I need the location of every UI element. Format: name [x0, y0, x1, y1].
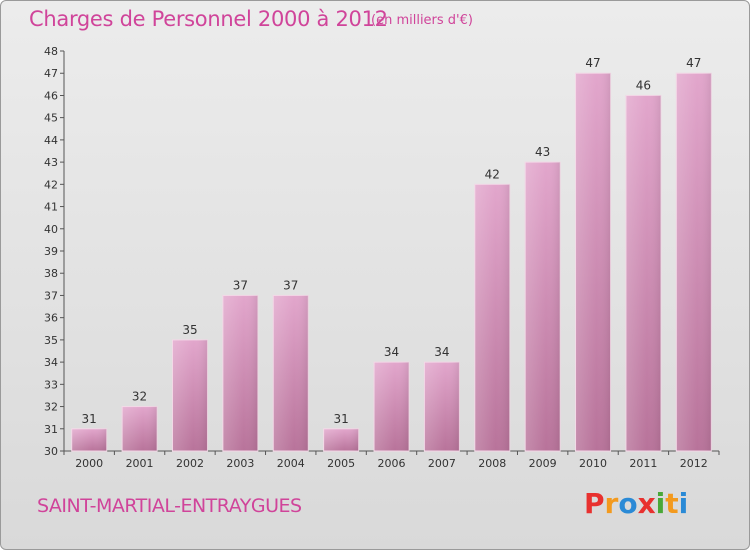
y-tick-label: 37	[44, 289, 58, 302]
y-tick-label: 35	[44, 334, 58, 347]
x-tick-label: 2004	[277, 457, 305, 470]
y-tick-label: 38	[44, 267, 58, 280]
bars	[71, 72, 712, 452]
y-tick-label: 47	[44, 67, 58, 80]
labels: 31 2000 32 2001 35 2002 37 2003 37 2004 31 2005 34 20…	[75, 56, 708, 470]
bar-shade-2011	[625, 95, 661, 451]
bar-value-label: 34	[434, 345, 449, 359]
proxiti-logo: Proxiti	[584, 487, 688, 520]
x-tick-label: 2007	[428, 457, 456, 470]
logo-letter: i	[678, 487, 689, 520]
logo-letter: o	[618, 487, 638, 520]
logo-letter: r	[604, 487, 619, 520]
x-tick-label: 2003	[226, 457, 254, 470]
bar-value-label: 43	[535, 145, 550, 159]
bar-value-label: 32	[132, 390, 147, 404]
y-tick-label: 45	[44, 112, 58, 125]
chart-title: Charges de Personnel 2000 à 2012	[29, 7, 388, 31]
y-tick-label: 43	[44, 156, 58, 169]
y-tick-label: 34	[44, 356, 58, 369]
y-tick-label: 46	[44, 89, 58, 102]
x-tick-label: 2010	[579, 457, 607, 470]
x-tick-label: 2002	[176, 457, 204, 470]
x-tick-label: 2009	[529, 457, 557, 470]
bar-value-label: 31	[333, 412, 348, 426]
x-tick-label: 2006	[378, 457, 406, 470]
bar-value-label: 47	[585, 56, 600, 70]
bar-shade-2004	[273, 295, 309, 451]
y-tick-label: 30	[44, 445, 58, 458]
y-tick-label: 40	[44, 223, 58, 236]
y-tick-label: 44	[44, 134, 58, 147]
bar-shade-2001	[122, 406, 158, 451]
y-tick-label: 36	[44, 312, 58, 325]
x-tick-label: 2000	[75, 457, 103, 470]
bar-shade-2009	[525, 162, 561, 451]
y-tick-label: 32	[44, 401, 58, 414]
bar-value-label: 47	[686, 56, 701, 70]
bar-value-label: 37	[283, 278, 298, 292]
logo-letter: x	[637, 487, 656, 520]
bar-shade-2007	[424, 362, 460, 451]
x-tick-label: 2011	[629, 457, 657, 470]
y-tick-label: 33	[44, 378, 58, 391]
axes: 30 31 32 33 34 35 36 37 38 39 40 41 42 43 44 45 46 47 48	[44, 45, 720, 458]
bar-value-label: 31	[82, 412, 97, 426]
bar-shade-2008	[474, 184, 510, 452]
bar-value-label: 42	[485, 167, 500, 181]
bar-shade-2000	[71, 428, 107, 451]
y-tick-label: 31	[44, 423, 58, 436]
y-tick-label: 42	[44, 178, 58, 191]
logo-letter: t	[665, 487, 679, 520]
x-tick-label: 2008	[478, 457, 506, 470]
bar-value-label: 35	[182, 323, 197, 337]
x-tick-label: 2005	[327, 457, 355, 470]
commune-name: SAINT-MARTIAL-ENTRAYGUES	[37, 495, 302, 517]
bar-value-label: 37	[233, 278, 248, 292]
y-tick-label: 48	[44, 45, 58, 58]
bar-shade-2003	[222, 295, 258, 451]
x-tick-label: 2012	[680, 457, 708, 470]
bar-value-label: 34	[384, 345, 399, 359]
bar-shade-2005	[323, 428, 359, 451]
y-tick-label: 41	[44, 201, 58, 214]
bar-shade-2010	[575, 73, 611, 451]
x-tick-label: 2001	[126, 457, 154, 470]
logo-letter: i	[655, 487, 666, 520]
chart-subtitle: (en milliers d'€)	[371, 13, 473, 28]
y-tick-label: 39	[44, 245, 58, 258]
bar-shade-2006	[374, 362, 409, 451]
bar-shade-2012	[676, 73, 712, 451]
bar-value-label: 46	[636, 78, 651, 92]
logo-letter: P	[584, 487, 605, 520]
bar-shade-2002	[172, 339, 208, 451]
